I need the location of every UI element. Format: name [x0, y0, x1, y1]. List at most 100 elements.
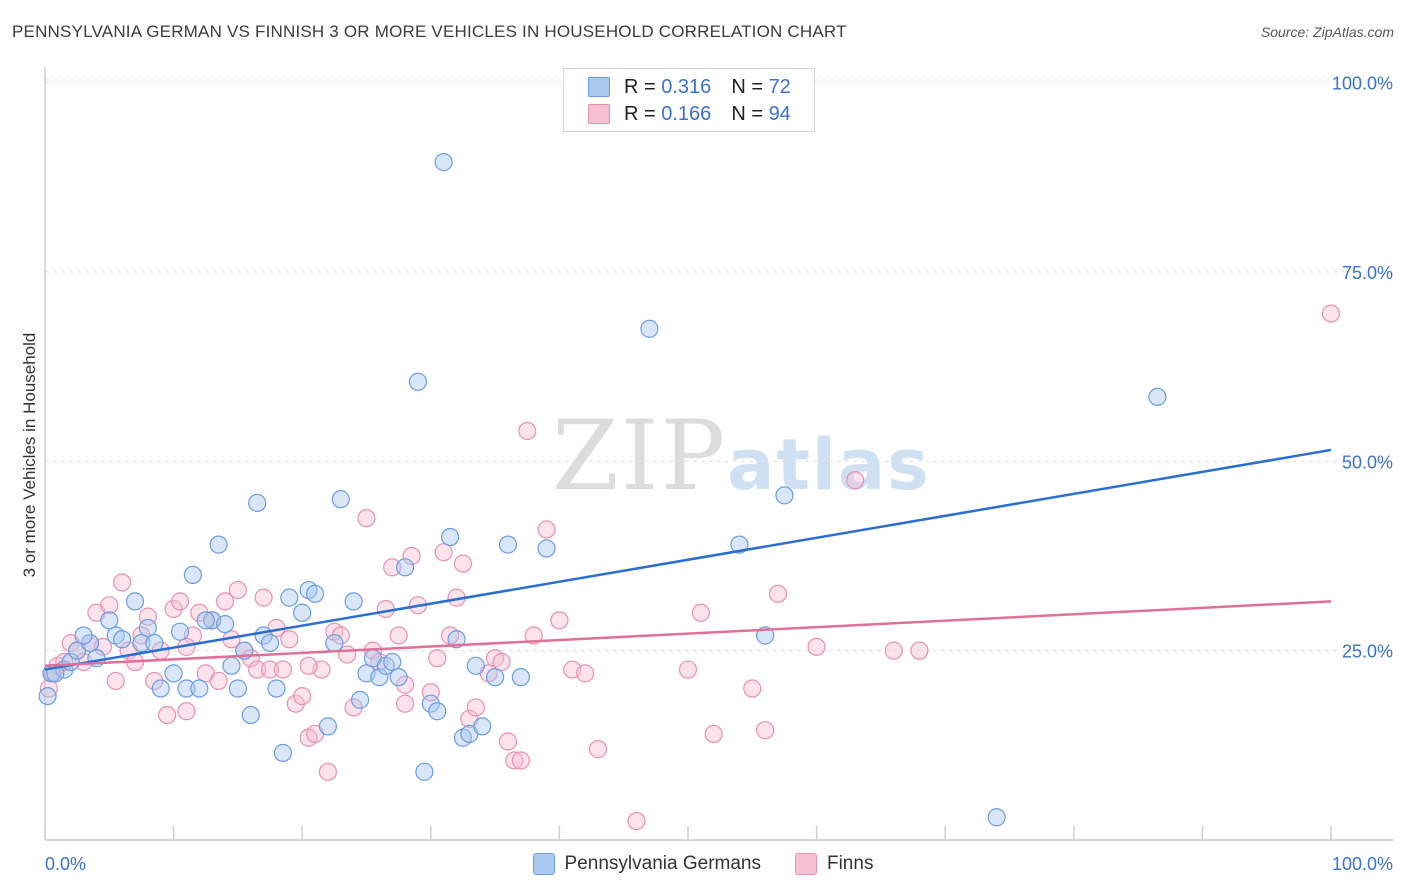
pennsylvania-germans-point	[730, 535, 749, 554]
finns-point	[273, 660, 293, 679]
finns-point	[164, 599, 183, 619]
pennsylvania-germans-point	[466, 656, 485, 675]
pennsylvania-germans-point	[473, 717, 492, 736]
finns-point	[768, 584, 788, 603]
finns-point	[106, 671, 125, 691]
finns-point	[254, 588, 273, 607]
legend-item-pennsylvania-germans[interactable]: Pennsylvania Germans	[532, 853, 761, 875]
pennsylvania-germans-point	[305, 584, 325, 603]
finns-point	[389, 626, 408, 645]
finns-point	[383, 558, 402, 577]
pennsylvania-germans-point	[183, 565, 202, 585]
finns-point	[492, 652, 511, 672]
pennsylvania-germans-point	[440, 527, 460, 547]
pennsylvania-germans-point	[151, 679, 170, 698]
pennsylvania-germans-point	[325, 633, 344, 653]
pennsylvania-germans-point	[331, 490, 350, 509]
pennsylvania-germans-point	[318, 717, 338, 736]
pennsylvania-germans-point	[350, 690, 370, 709]
tick-labels: 25.0% 50.0% 75.0% 100.0% 0.0% 100.0%	[45, 74, 1393, 874]
finns-point	[505, 751, 524, 770]
finns-point	[428, 649, 447, 668]
pennsylvania-germans-point	[248, 493, 267, 513]
pennsylvania-germans-point	[775, 486, 794, 505]
finns-point	[678, 660, 698, 679]
source-credit: Source: ZipAtlas.com	[1260, 24, 1394, 40]
pennsylvania-germans-trend-line	[44, 448, 1332, 671]
finns-point	[228, 580, 247, 600]
legend-n-label: N =	[731, 75, 763, 98]
pennsylvania-germans-point	[344, 592, 363, 611]
finns-point	[293, 686, 312, 706]
legend-r-value: 0.166	[661, 102, 712, 125]
finns-point	[524, 626, 543, 645]
legend-swatch-blue	[532, 853, 555, 875]
pennsylvania-germans-point	[421, 694, 440, 713]
legend-item-finns[interactable]: Finns	[794, 853, 873, 875]
finns-point	[376, 599, 395, 619]
pennsylvania-germans-point	[395, 558, 415, 577]
pennsylvania-germans-point	[132, 633, 151, 653]
pennsylvania-germans-point	[756, 626, 775, 645]
finns-point	[286, 694, 305, 713]
pennsylvania-germans-point	[209, 535, 228, 554]
x-tick-label-min: 0.0%	[45, 854, 86, 874]
finns-point	[1321, 304, 1341, 323]
pennsylvania-germans-point	[370, 668, 389, 687]
legend-r-value: 0.316	[661, 75, 712, 98]
trend-lines	[44, 448, 1332, 671]
finns-point	[158, 705, 177, 725]
pennsylvania-germans-point	[415, 762, 434, 781]
finns-point	[395, 675, 415, 694]
finns-point	[280, 630, 299, 649]
pennsylvania-germans-point	[113, 630, 132, 649]
pennsylvania-germans-point	[177, 679, 196, 698]
pennsylvania-germans-point	[987, 808, 1006, 827]
pennsylvania-germans-point	[428, 702, 447, 721]
pennsylvania-germans-point	[228, 679, 247, 698]
finns-point	[100, 596, 119, 615]
pennsylvania-germans-point	[389, 668, 408, 687]
finns-point	[331, 626, 350, 645]
legend-n-value: 72	[768, 75, 791, 98]
legend-swatch-pink	[794, 853, 817, 875]
legend-r-label: R =	[624, 75, 656, 98]
finns-point	[576, 664, 595, 683]
pennsylvania-germans-point	[273, 743, 293, 762]
y-tick-label: 25.0%	[1342, 642, 1393, 662]
finns-point	[434, 543, 453, 562]
pennsylvania-germans-point	[267, 679, 286, 698]
legend-swatch-pink	[588, 104, 610, 124]
finns-point	[453, 554, 473, 573]
series-legend: Pennsylvania Germans Finns	[0, 850, 1406, 878]
legend-label: Pennsylvania Germans	[564, 853, 761, 874]
finns-point	[498, 732, 518, 751]
pennsylvania-germans-point	[486, 668, 505, 687]
y-tick-label: 100.0%	[1332, 74, 1393, 94]
legend-r-label: R =	[624, 102, 656, 125]
pennsylvania-germans-point	[215, 615, 235, 634]
legend-n-value: 94	[768, 102, 791, 125]
finns-points	[39, 304, 1341, 831]
pennsylvania-germans-point	[293, 603, 312, 622]
finns-point	[518, 421, 537, 441]
pennsylvania-germans-point	[164, 664, 183, 683]
pennsylvania-germans-point	[138, 618, 157, 638]
finns-point	[357, 508, 376, 528]
x-tick-label-max: 100.0%	[1332, 854, 1393, 874]
finns-point	[145, 671, 164, 691]
finns-point	[550, 611, 569, 630]
pennsylvania-germans-point	[38, 686, 57, 706]
legend-n-label: N =	[731, 102, 763, 125]
pennsylvania-germans-point	[1148, 387, 1167, 407]
pennsylvania-germans-point	[498, 535, 518, 554]
finns-point	[402, 546, 421, 566]
finns-point	[260, 660, 280, 679]
legend-swatch-blue	[588, 77, 610, 97]
finns-point	[241, 649, 260, 668]
pennsylvania-germans-point	[640, 319, 659, 338]
pennsylvania-germans-point	[196, 611, 215, 630]
axis-layer	[44, 67, 1393, 841]
pennsylvania-germans-point	[190, 679, 209, 698]
